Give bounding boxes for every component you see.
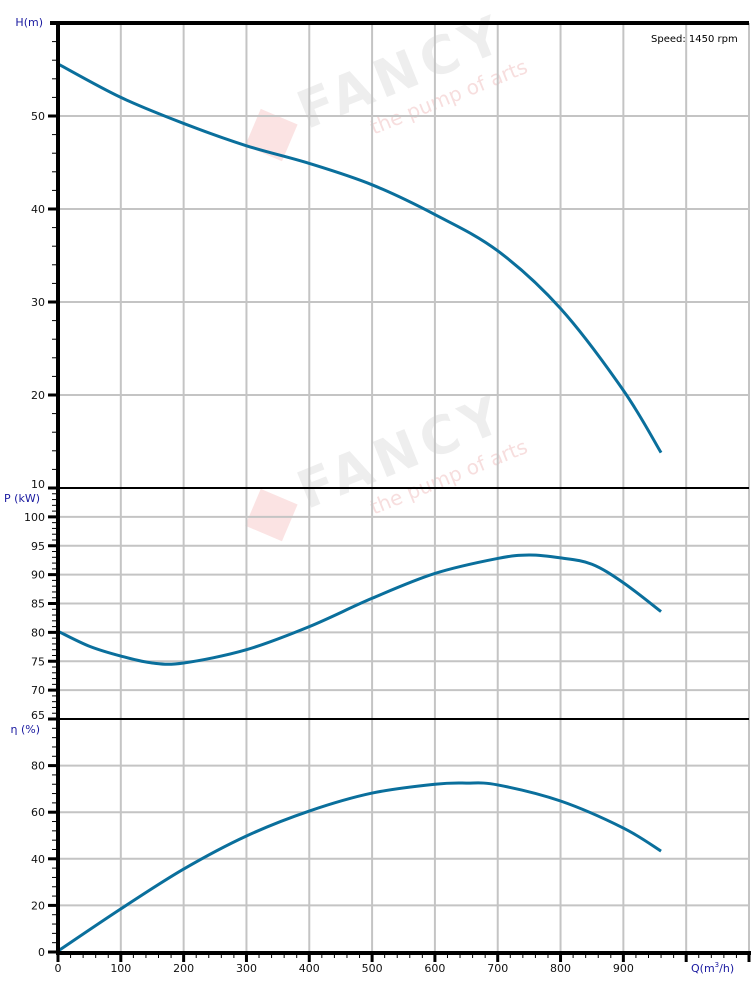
y-tick-label: 20	[31, 389, 45, 402]
y-axis-label: η (%)	[10, 723, 40, 736]
y-tick-label: 20	[31, 899, 45, 912]
curve-power	[57, 553, 662, 666]
y-tick-label: 40	[31, 853, 45, 866]
curve-efficiency	[57, 781, 662, 953]
y-tick-label: 40	[31, 203, 45, 216]
y-tick-label: 75	[31, 655, 45, 668]
y-tick-label: 85	[31, 598, 45, 611]
x-tick-label: 400	[299, 962, 320, 975]
y-axis-label: P (kW)	[4, 492, 40, 505]
y-tick-label: 80	[31, 760, 45, 773]
y-tick-label: 95	[31, 540, 45, 553]
y-tick-label: 100	[24, 511, 45, 524]
axes: 10 20 30 40 50 H(m) 65 70 75 80 85 90 95 100 P (kW) 0 20…	[4, 16, 751, 975]
y-tick-label: 80	[31, 626, 45, 639]
curves	[57, 62, 663, 953]
x-tick-label: 500	[362, 962, 383, 975]
grid	[58, 23, 750, 952]
x-tick-label: 0	[55, 962, 62, 975]
x-tick-label: 600	[424, 962, 445, 975]
x-tick-label: 700	[487, 962, 508, 975]
x-axis-label: Q(m3/h)	[691, 961, 734, 975]
x-tick-label: 100	[110, 962, 131, 975]
x-tick-label: 200	[173, 962, 194, 975]
y-tick-label: 30	[31, 296, 45, 309]
curve-head	[57, 62, 663, 454]
speed-annotation: Speed: 1450 rpm	[651, 34, 738, 45]
y-tick-label: 90	[31, 569, 45, 582]
y-tick-label: 70	[31, 684, 45, 697]
y-tick-label: 50	[31, 110, 45, 123]
x-tick-label: 900	[613, 962, 634, 975]
y-axis-label: H(m)	[15, 16, 43, 29]
x-tick-label: 800	[550, 962, 571, 975]
y-tick-label: 60	[31, 806, 45, 819]
x-tick-label: 300	[236, 962, 257, 975]
y-tick-label: 10	[31, 478, 45, 491]
y-tick-label: 0	[38, 946, 45, 959]
y-tick-label: 65	[31, 709, 45, 722]
